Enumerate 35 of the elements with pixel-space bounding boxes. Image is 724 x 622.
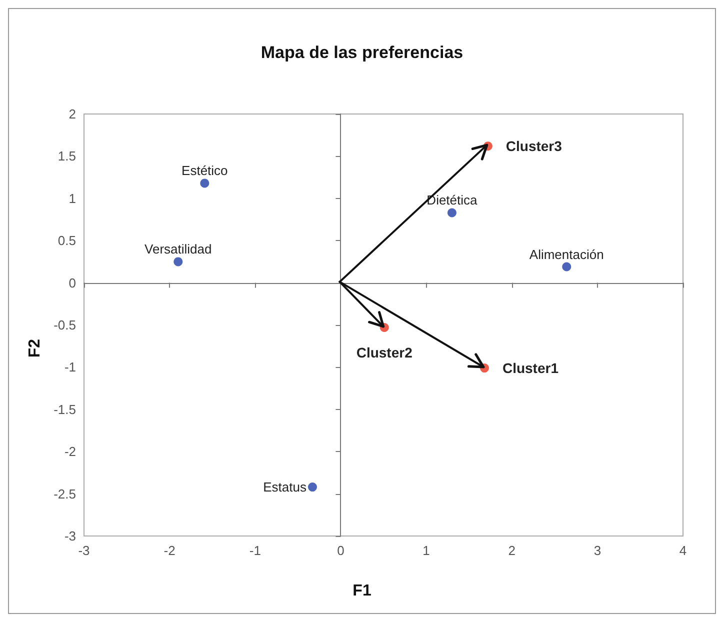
y-tick-label: -3 xyxy=(64,528,76,544)
y-tick-label: -2 xyxy=(64,444,76,460)
annotation: Estético xyxy=(182,163,228,178)
y-tick-label: 2 xyxy=(68,106,76,122)
y-tick-label: 0 xyxy=(68,275,76,290)
y-tick-label: 0.5 xyxy=(58,233,76,248)
point xyxy=(174,257,183,266)
x-tick-label: 3 xyxy=(594,543,602,558)
y-axis-title: F2 xyxy=(26,338,44,358)
annotation: Cluster1 xyxy=(502,360,559,376)
point xyxy=(447,208,456,218)
y-tick-label: 1.5 xyxy=(58,148,76,164)
x-tick-label: 0 xyxy=(337,543,344,558)
point xyxy=(200,178,210,188)
y-tick-label: -0.5 xyxy=(54,318,76,332)
x-axis-title: F1 xyxy=(352,582,372,600)
x-tick-label: 4 xyxy=(679,543,687,558)
annotation: Versatilidad xyxy=(144,242,212,257)
chart-title: Mapa de las preferencias xyxy=(260,43,464,62)
x-tick-label: 1 xyxy=(422,543,430,558)
y-tick-label: 1 xyxy=(68,190,76,206)
y-tick-label: -1.5 xyxy=(54,402,76,417)
x-tick-label: -3 xyxy=(78,543,90,558)
x-tick-label: -2 xyxy=(164,543,176,558)
annotation: Estatus xyxy=(263,480,307,495)
y-tick-label: -2.5 xyxy=(54,486,76,502)
annotation: Alimentación xyxy=(529,246,604,262)
annotation: Dietética xyxy=(426,192,478,208)
x-tick-label: 2 xyxy=(508,543,516,558)
point xyxy=(562,262,572,272)
annotation: Cluster2 xyxy=(356,344,413,361)
annotation: Cluster3 xyxy=(506,138,562,154)
x-tick-label: -1 xyxy=(249,543,261,558)
point xyxy=(308,482,317,492)
y-tick-label: -1 xyxy=(64,360,76,375)
